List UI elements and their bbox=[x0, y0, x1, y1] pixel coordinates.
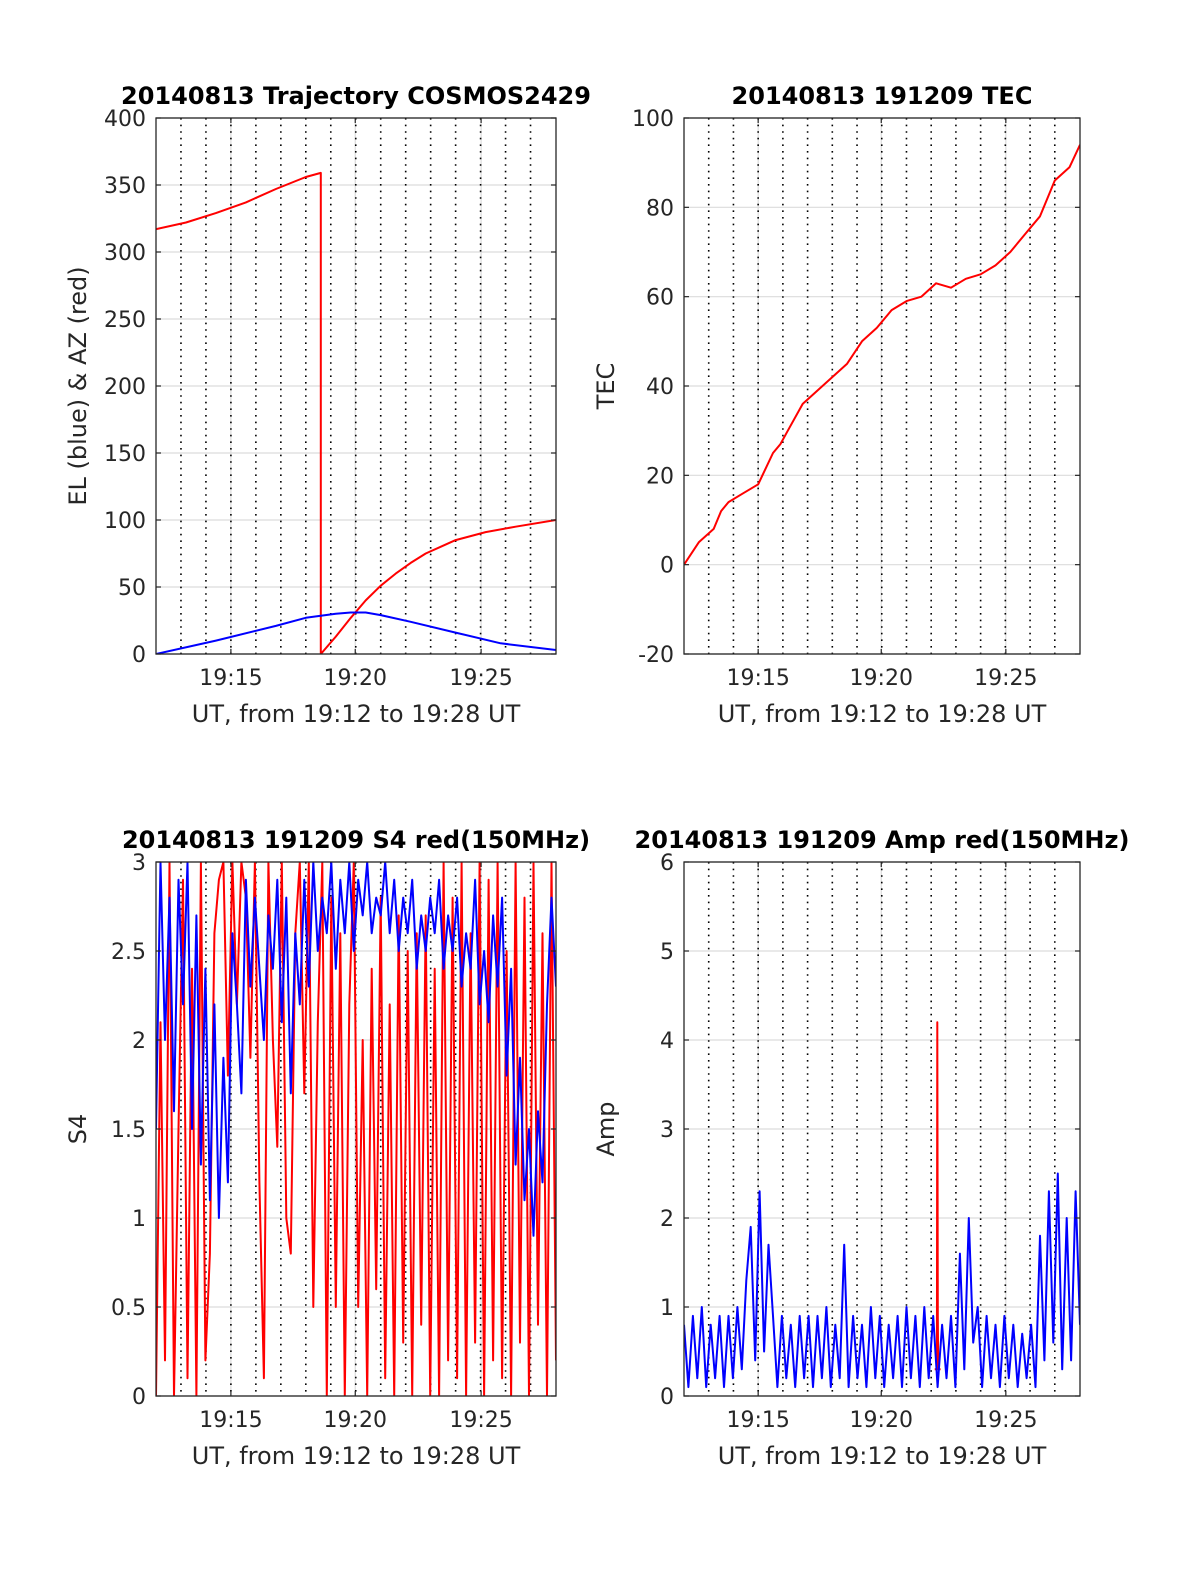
y-tick-label: 2 bbox=[660, 1207, 674, 1232]
y-tick-label: 2 bbox=[132, 1029, 146, 1054]
y-tick-label: 100 bbox=[104, 509, 146, 534]
x-tick-label: 19:15 bbox=[199, 666, 262, 691]
x-axis-label: UT, from 19:12 to 19:28 UT bbox=[718, 700, 1047, 728]
x-tick-label: 19:15 bbox=[199, 1408, 262, 1433]
y-axis-label: EL (blue) & AZ (red) bbox=[64, 266, 92, 505]
chart-title: 20140813 191209 Amp red(150MHz) bbox=[635, 826, 1130, 854]
chart-s4: 0 0.5 1 1.5 2 2.5 3 19:15 19:20 19:25 20140813 191… bbox=[64, 826, 590, 1470]
x-axis-label: UT, from 19:12 to 19:28 UT bbox=[718, 1442, 1047, 1470]
x-tick-label: 19:20 bbox=[850, 666, 913, 691]
x-axis-label: UT, from 19:12 to 19:28 UT bbox=[192, 1442, 521, 1470]
y-axis-label: TEC bbox=[592, 363, 620, 411]
chart-title: 20140813 191209 TEC bbox=[732, 82, 1033, 110]
y-tick-label: 350 bbox=[104, 174, 146, 199]
y-tick-label: 60 bbox=[646, 286, 674, 311]
y-tick-label: 0 bbox=[660, 1385, 674, 1410]
series-line-1 bbox=[684, 1172, 1080, 1389]
y-tick-label: 50 bbox=[118, 576, 146, 601]
x-tick-label: 19:15 bbox=[726, 666, 789, 691]
y-tick-label: 1 bbox=[132, 1207, 146, 1232]
y-tick-label: 0 bbox=[660, 554, 674, 579]
series-line-0 bbox=[156, 171, 556, 654]
x-tick-label: 19:20 bbox=[850, 1408, 913, 1433]
series-line-0 bbox=[684, 144, 1080, 566]
y-tick-label: 4 bbox=[660, 1029, 674, 1054]
x-tick-label: 19:25 bbox=[449, 1408, 512, 1433]
y-tick-label: 1.5 bbox=[111, 1118, 146, 1143]
y-tick-label: 3 bbox=[132, 851, 146, 876]
series-line-1 bbox=[156, 862, 556, 1237]
chart-tec: -20 0 20 40 60 80 100 19:15 19:20 19:25 20140813 1… bbox=[592, 82, 1081, 728]
chart-trajectory: 0 50 100 150 200 250 300 350 400 19:15 19:20 19:25 2… bbox=[64, 82, 591, 728]
x-tick-label: 19:25 bbox=[974, 666, 1037, 691]
chart-amp: 0 1 2 3 4 5 6 19:15 19:20 19:25 20140813 191209 Am… bbox=[592, 826, 1129, 1470]
y-tick-label: 1 bbox=[660, 1296, 674, 1321]
y-tick-label: -20 bbox=[638, 643, 674, 668]
chart-title: 20140813 Trajectory COSMOS2429 bbox=[121, 82, 591, 110]
y-tick-label: 200 bbox=[104, 375, 146, 400]
y-tick-label: 400 bbox=[104, 107, 146, 132]
y-tick-label: 0 bbox=[132, 1385, 146, 1410]
x-tick-label: 19:25 bbox=[449, 666, 512, 691]
y-tick-label: 300 bbox=[104, 241, 146, 266]
y-tick-label: 20 bbox=[646, 464, 674, 489]
x-tick-label: 19:25 bbox=[974, 1408, 1037, 1433]
y-tick-label: 5 bbox=[660, 940, 674, 965]
y-axis-label: S4 bbox=[64, 1114, 92, 1145]
y-tick-label: 250 bbox=[104, 308, 146, 333]
y-tick-label: 150 bbox=[104, 442, 146, 467]
x-axis-label: UT, from 19:12 to 19:28 UT bbox=[192, 700, 521, 728]
y-tick-label: 80 bbox=[646, 196, 674, 221]
y-tick-label: 3 bbox=[660, 1118, 674, 1143]
y-tick-label: 2.5 bbox=[111, 940, 146, 965]
y-tick-label: 0 bbox=[132, 643, 146, 668]
y-tick-label: 6 bbox=[660, 851, 674, 876]
series-line-0 bbox=[934, 1021, 941, 1371]
y-axis-label: Amp bbox=[592, 1101, 620, 1156]
x-tick-label: 19:20 bbox=[324, 666, 387, 691]
y-tick-label: 100 bbox=[632, 107, 674, 132]
series-line-0 bbox=[156, 862, 556, 1396]
x-tick-label: 19:15 bbox=[726, 1408, 789, 1433]
chart-title: 20140813 191209 S4 red(150MHz) bbox=[122, 826, 590, 854]
x-tick-label: 19:20 bbox=[324, 1408, 387, 1433]
series-line-1 bbox=[156, 611, 556, 654]
y-tick-label: 0.5 bbox=[111, 1296, 146, 1321]
y-tick-label: 40 bbox=[646, 375, 674, 400]
